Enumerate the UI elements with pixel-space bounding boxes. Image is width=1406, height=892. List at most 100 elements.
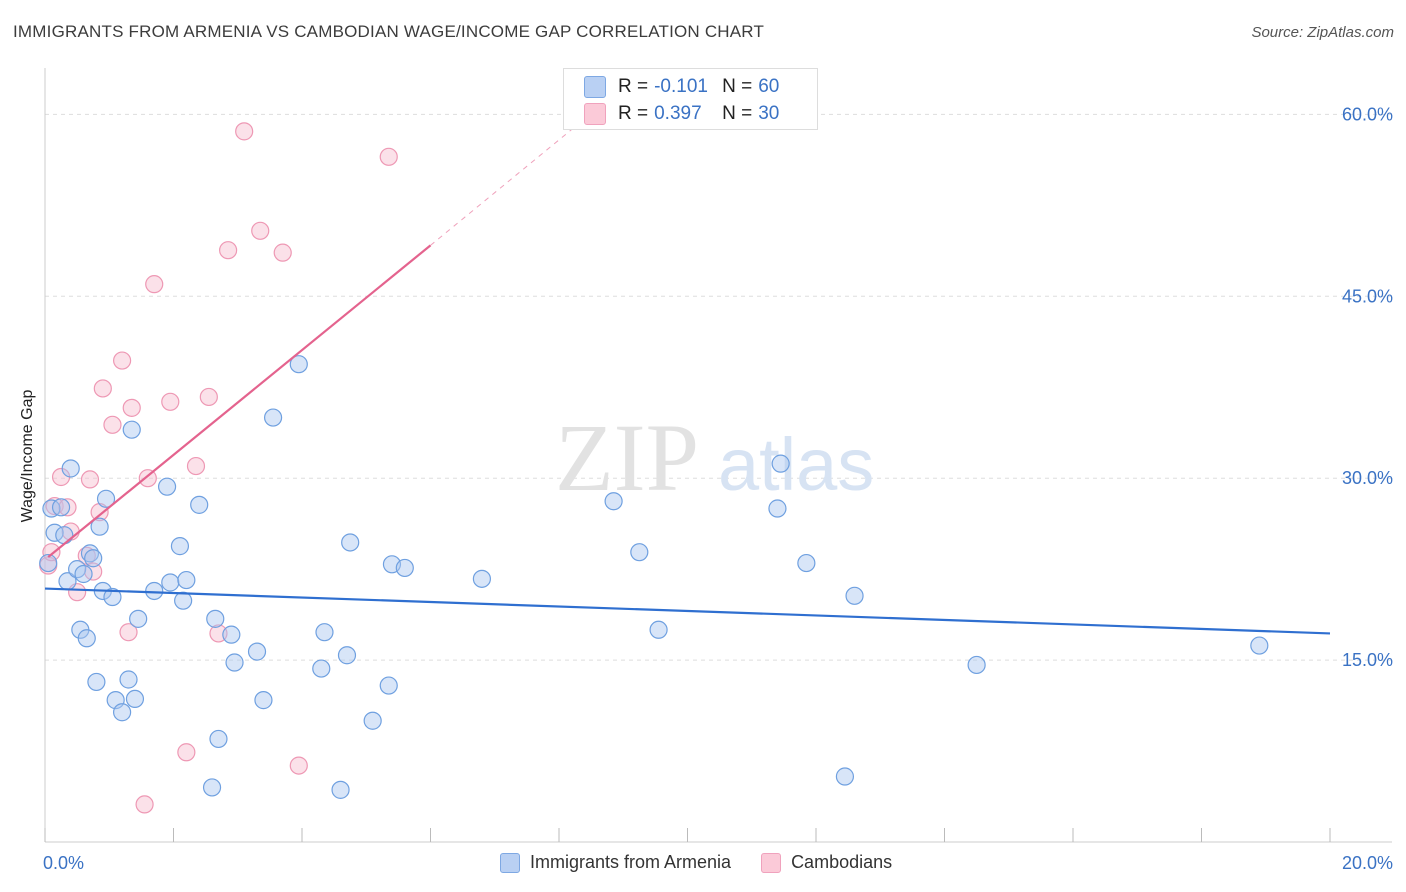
armenia-point xyxy=(55,526,74,545)
source-label: Source: ZipAtlas.com xyxy=(1251,24,1394,41)
axes xyxy=(44,68,1392,843)
armenia-point xyxy=(125,689,145,709)
n-value-cambodian: 30 xyxy=(758,103,780,124)
series-legend: Immigrants from Armenia Cambodians xyxy=(500,852,892,873)
armenia-point xyxy=(1250,636,1269,655)
cambodian-point xyxy=(93,379,112,398)
r-label-armenia: R = xyxy=(618,76,649,97)
tick-labels: 15.0% 30.0% 45.0% 60.0% 0.0% 20.0% xyxy=(43,104,1393,873)
armenia-point xyxy=(112,703,132,722)
cambodian-point xyxy=(42,543,61,562)
armenia-point xyxy=(312,659,331,678)
legend-label-armenia: Immigrants from Armenia xyxy=(530,852,732,872)
armenia-point xyxy=(289,355,308,374)
armenia-point xyxy=(472,569,491,588)
armenia-point xyxy=(174,591,193,610)
armenia-point xyxy=(254,691,273,710)
x-tick-label-min: 0.0% xyxy=(43,853,84,873)
armenia-point xyxy=(190,495,209,514)
armenia-point xyxy=(649,620,668,639)
armenia-point xyxy=(331,780,350,799)
armenia-point xyxy=(103,587,122,607)
armenia-point xyxy=(768,499,787,518)
armenia-point xyxy=(90,517,109,536)
watermark-atlas: atlas xyxy=(718,423,874,506)
legend-item-cambodian[interactable]: Cambodians xyxy=(761,852,892,873)
armenia-point xyxy=(247,642,267,661)
armenia-point xyxy=(177,570,196,590)
armenia-swatch xyxy=(584,76,606,98)
cambodian-point xyxy=(235,122,254,141)
cambodian-trend-line xyxy=(47,244,432,558)
armenia-point xyxy=(77,629,96,648)
armenia-point xyxy=(771,454,790,473)
armenia-point xyxy=(263,408,283,427)
grid-lines xyxy=(45,113,1392,661)
cambodian-point xyxy=(273,243,292,262)
cambodian-point xyxy=(135,795,154,814)
cambodian-point xyxy=(209,624,228,643)
trend-lines xyxy=(44,123,1331,635)
cambodian-point xyxy=(145,275,164,294)
armenia-point xyxy=(202,778,222,797)
cambodian-points xyxy=(39,122,398,814)
armenia-point xyxy=(363,711,382,730)
legend-swatch-cambodian xyxy=(761,852,782,873)
cambodian-point xyxy=(219,241,238,260)
armenia-point xyxy=(225,653,244,672)
cambodian-point xyxy=(251,221,270,240)
cambodian-point xyxy=(177,743,196,762)
armenia-point xyxy=(157,477,177,496)
n-label-armenia: N = xyxy=(722,76,753,97)
armenia-point xyxy=(315,623,334,642)
armenia-point xyxy=(96,489,116,508)
armenia-point xyxy=(74,564,93,584)
chart-title: IMMIGRANTS FROM ARMENIA VS CAMBODIAN WAG… xyxy=(13,22,765,41)
cambodian-point xyxy=(45,496,64,516)
armenia-point xyxy=(337,646,357,665)
armenia-point xyxy=(395,558,414,578)
armenia-point xyxy=(845,586,864,605)
armenia-points xyxy=(39,355,1269,799)
watermark-zip: ZIP xyxy=(555,404,699,511)
r-value-cambodian: 0.397 xyxy=(654,103,702,124)
cambodian-point xyxy=(161,392,180,411)
armenia-point xyxy=(222,625,241,644)
armenia-point xyxy=(604,492,623,511)
cambodian-point xyxy=(138,469,157,488)
armenia-trend-line xyxy=(44,587,1331,635)
armenia-point xyxy=(170,537,190,556)
cambodian-point xyxy=(119,623,138,642)
armenia-point xyxy=(161,573,180,592)
legend-row-armenia: R = -0.101 N = 60 xyxy=(584,76,779,98)
armenia-point xyxy=(51,498,71,517)
armenia-point xyxy=(80,544,100,563)
y-tick-label: 30.0% xyxy=(1342,468,1393,488)
cambodian-point xyxy=(289,756,308,775)
legend-label-cambodian: Cambodians xyxy=(791,852,893,872)
armenia-point xyxy=(379,676,398,695)
cambodian-point xyxy=(186,456,206,476)
armenia-point xyxy=(341,533,360,552)
cambodian-point xyxy=(58,498,77,517)
armenia-point xyxy=(630,543,649,562)
cambodian-trend-extension xyxy=(430,123,579,246)
y-tick-label: 60.0% xyxy=(1342,104,1393,124)
cambodian-point xyxy=(379,147,398,166)
legend-swatch-armenia xyxy=(500,852,520,873)
armenia-point xyxy=(967,655,986,675)
y-tick-label: 15.0% xyxy=(1342,650,1393,670)
armenia-point xyxy=(42,499,61,518)
r-value-armenia: -0.101 xyxy=(654,76,708,97)
armenia-point xyxy=(206,609,225,628)
cambodian-point xyxy=(199,387,218,407)
y-tick-label: 45.0% xyxy=(1342,286,1393,306)
legend-item-armenia[interactable]: Immigrants from Armenia xyxy=(500,852,731,873)
r-label-cambodian: R = xyxy=(618,103,649,124)
armenia-point xyxy=(129,609,148,628)
n-label-cambodian: N = xyxy=(722,103,753,124)
cambodian-point xyxy=(80,470,100,489)
armenia-point xyxy=(39,553,58,573)
cambodian-swatch xyxy=(584,103,606,125)
